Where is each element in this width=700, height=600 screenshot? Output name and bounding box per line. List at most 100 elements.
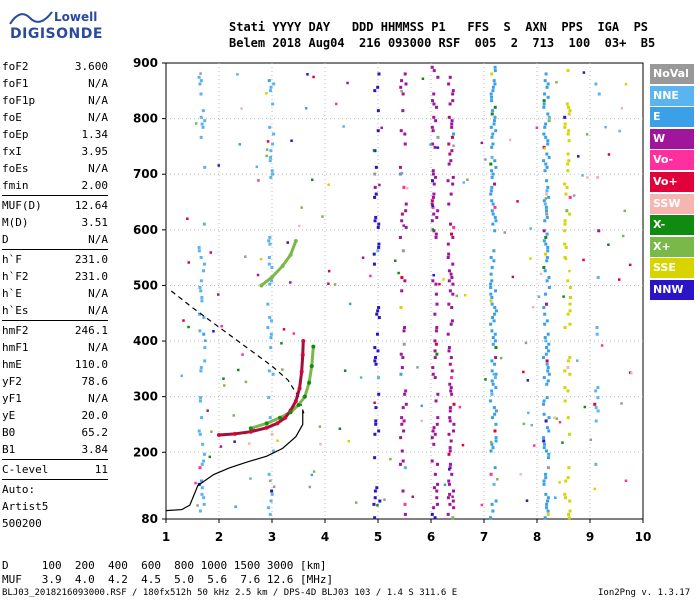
echo-dot xyxy=(546,379,550,383)
echo-dot xyxy=(433,356,437,360)
echo-dot xyxy=(374,422,378,426)
echo-dot xyxy=(489,189,493,193)
echo-dot xyxy=(374,419,378,423)
echo-dot xyxy=(545,259,549,263)
echo-dot xyxy=(373,185,377,189)
echo-dot xyxy=(554,496,557,500)
param-name: M(D) xyxy=(2,216,29,229)
x-tick-label: 9 xyxy=(586,530,594,544)
echo-dot xyxy=(436,209,440,213)
param-name: hmE xyxy=(2,358,22,371)
echo-dot xyxy=(543,92,547,96)
echo-dot xyxy=(493,159,497,163)
param-value: 246.1 xyxy=(74,324,108,337)
trace-x-point xyxy=(277,415,282,420)
echo-dot xyxy=(203,359,207,363)
echo-dot xyxy=(546,499,550,503)
echo-dot xyxy=(268,416,272,420)
echo-dot xyxy=(493,362,497,366)
echo-dot xyxy=(546,82,550,86)
echo-dot xyxy=(547,275,551,279)
echo-dot xyxy=(430,219,434,223)
echo-dot xyxy=(546,496,550,500)
echo-dot xyxy=(503,231,506,234)
param-name: foF1p xyxy=(2,94,36,107)
echo-dot xyxy=(399,306,403,310)
echo-dot xyxy=(400,366,404,370)
echo-dot xyxy=(198,82,202,86)
echo-dot xyxy=(433,339,437,343)
echo-dot xyxy=(545,302,549,306)
echo-dot xyxy=(546,95,550,99)
echo-dot xyxy=(389,457,392,461)
param-value: 110.0 xyxy=(74,358,108,371)
echo-dot xyxy=(201,442,205,446)
echo-dot xyxy=(563,399,567,403)
echo-dot xyxy=(200,479,204,483)
echo-dot xyxy=(338,427,342,431)
param-value: 231.0 xyxy=(74,270,108,283)
echo-dot xyxy=(271,372,275,376)
echo-dot xyxy=(272,485,276,488)
plot-frame xyxy=(165,62,644,520)
param-name: foE xyxy=(2,111,22,124)
echo-dot xyxy=(222,377,225,380)
trace-x-echo-point xyxy=(288,252,293,257)
echo-dot xyxy=(489,440,493,444)
echo-dot xyxy=(451,292,455,296)
echo-dot xyxy=(377,306,381,310)
echo-dot xyxy=(436,146,440,149)
legend-item: NNW xyxy=(650,279,694,300)
echo-dot xyxy=(448,419,452,423)
echo-dot xyxy=(491,142,495,146)
param-separator xyxy=(2,195,108,196)
echo-dot xyxy=(198,329,202,333)
profile-solid-line xyxy=(165,410,304,512)
echo-dot xyxy=(491,132,495,136)
echo-dot xyxy=(209,251,213,254)
echo-dot xyxy=(399,85,403,89)
echo-dot xyxy=(564,257,568,261)
echo-dot xyxy=(546,112,550,116)
echo-dot xyxy=(563,492,567,496)
echo-dot xyxy=(447,349,451,353)
echo-dot xyxy=(318,425,322,428)
echo-dot xyxy=(567,112,571,116)
echo-dot xyxy=(543,79,547,83)
echo-dot xyxy=(430,65,434,69)
echo-dot xyxy=(244,255,247,258)
echo-dot xyxy=(312,470,316,473)
echo-dot xyxy=(270,432,274,436)
echo-dot xyxy=(430,202,434,206)
echo-dot xyxy=(545,255,549,259)
echo-dot xyxy=(433,349,437,353)
echo-dot xyxy=(490,175,494,179)
echo-dot xyxy=(566,312,570,316)
echo-dot xyxy=(197,429,201,433)
trace-x-point xyxy=(307,380,312,385)
echo-dot xyxy=(276,439,279,442)
legend: NoVal NNE E W Vo- Vo+ SSW X- X+ SSE NNW xyxy=(650,64,694,302)
echo-dot xyxy=(493,65,497,69)
echo-dot xyxy=(563,122,567,126)
echo-dot xyxy=(430,125,434,129)
echo-dot xyxy=(558,420,562,424)
echo-dot xyxy=(493,82,497,86)
echo-dot xyxy=(494,165,498,169)
echo-dot xyxy=(567,516,571,520)
echo-dot xyxy=(568,109,572,113)
echo-dot xyxy=(429,143,432,146)
echo-dot xyxy=(433,145,437,149)
echo-dot xyxy=(400,416,404,420)
echo-dot xyxy=(546,456,550,460)
echo-dot xyxy=(268,242,272,246)
echo-dot xyxy=(545,165,549,169)
echo-dot xyxy=(564,192,568,196)
echo-dot xyxy=(545,426,549,430)
echo-dot xyxy=(447,432,451,436)
echo-dot xyxy=(402,342,406,346)
echo-dot xyxy=(327,183,330,186)
echo-dot xyxy=(199,289,203,293)
echo-dot xyxy=(289,281,292,284)
echo-dot xyxy=(493,115,497,119)
